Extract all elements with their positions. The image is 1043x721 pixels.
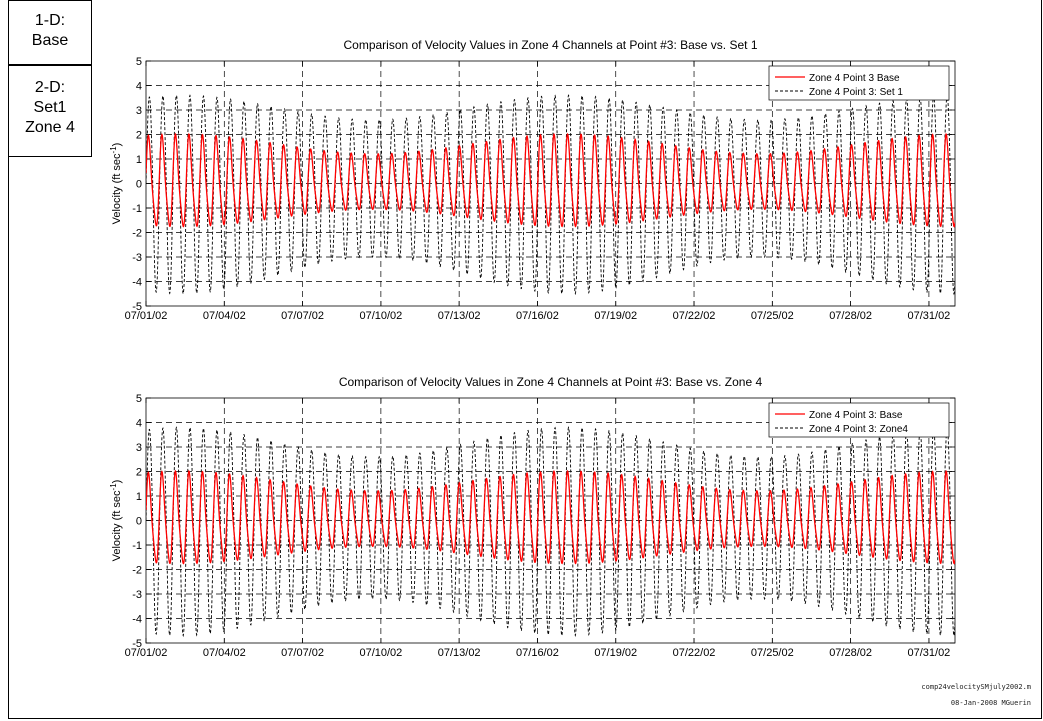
- x-tick-label: 07/28/02: [829, 310, 872, 322]
- y-tick-label: -5: [132, 638, 142, 650]
- x-tick-label: 07/25/02: [751, 310, 794, 322]
- series-line-0: [146, 132, 955, 228]
- y-tick-label: 0: [136, 179, 142, 191]
- series-line-1: [146, 426, 955, 638]
- y-tick-label: -1: [132, 540, 142, 552]
- legend-label: Zone 4 Point 3: Set 1: [809, 87, 903, 98]
- footer-date: 08-Jan-2008 MGuerin: [950, 699, 1031, 707]
- y-axis-label: Velocity (ft sec-1): [109, 480, 124, 562]
- y-tick-label: 4: [136, 418, 142, 430]
- y-tick-label: 3: [136, 442, 142, 454]
- x-tick-label: 07/16/02: [516, 310, 559, 322]
- x-tick-label: 07/01/02: [125, 310, 168, 322]
- label-box-base: 1-D: Base: [8, 0, 92, 65]
- y-tick-label: -1: [132, 203, 142, 215]
- y-tick-label: 5: [136, 56, 142, 68]
- label-box-set1-zone4: 2-D: Set1 Zone 4: [8, 65, 92, 157]
- y-tick-label: -2: [132, 565, 142, 577]
- y-tick-label: -4: [132, 614, 142, 626]
- x-tick-label: 07/22/02: [673, 310, 716, 322]
- legend-label: Zone 4 Point 3 Base: [809, 73, 900, 84]
- x-tick-label: 07/07/02: [281, 310, 324, 322]
- x-tick-label: 07/13/02: [438, 647, 481, 659]
- y-tick-label: -4: [132, 277, 142, 289]
- x-tick-label: 07/04/02: [203, 310, 246, 322]
- x-tick-label: 07/31/02: [907, 310, 950, 322]
- series-line-0: [146, 469, 955, 565]
- y-tick-label: 0: [136, 516, 142, 528]
- y-tick-label: 5: [136, 393, 142, 405]
- box-line: Set1: [33, 99, 67, 116]
- x-tick-label: 07/22/02: [673, 647, 716, 659]
- chart-title: Comparison of Velocity Values in Zone 4 …: [343, 38, 757, 52]
- chart-title: Comparison of Velocity Values in Zone 4 …: [339, 375, 763, 389]
- legend-label: Zone 4 Point 3: Base: [809, 410, 903, 421]
- y-tick-label: -2: [132, 228, 142, 240]
- footer-filename: comp24velocitySMjuly2002.m: [921, 683, 1031, 691]
- y-tick-label: -5: [132, 301, 142, 313]
- box-line: 2-D:: [34, 79, 66, 96]
- x-tick-label: 07/19/02: [594, 310, 637, 322]
- y-tick-label: 2: [136, 130, 142, 142]
- y-axis-label: Velocity (ft sec-1): [109, 143, 124, 225]
- x-tick-label: 07/10/02: [359, 647, 402, 659]
- y-tick-label: 1: [136, 491, 142, 503]
- x-tick-label: 07/19/02: [594, 647, 637, 659]
- y-tick-label: 2: [136, 467, 142, 479]
- x-tick-label: 07/01/02: [125, 647, 168, 659]
- y-tick-label: -3: [132, 589, 142, 601]
- x-tick-label: 07/04/02: [203, 647, 246, 659]
- y-tick-label: 4: [136, 81, 142, 93]
- y-tick-label: 1: [136, 154, 142, 166]
- box-line: Base: [31, 32, 69, 49]
- figure-frame: [8, 0, 1042, 719]
- x-tick-label: 07/25/02: [751, 647, 794, 659]
- x-tick-label: 07/10/02: [359, 310, 402, 322]
- x-tick-label: 07/31/02: [907, 647, 950, 659]
- series-line-1: [146, 94, 955, 296]
- box-line: Zone 4: [25, 119, 75, 136]
- box-line: 1-D:: [34, 12, 66, 29]
- y-tick-label: -3: [132, 252, 142, 264]
- legend-box: [768, 65, 950, 101]
- x-tick-label: 07/07/02: [281, 647, 324, 659]
- x-tick-label: 07/13/02: [438, 310, 481, 322]
- x-tick-label: 07/16/02: [516, 647, 559, 659]
- legend-box: [768, 402, 950, 438]
- x-tick-label: 07/28/02: [829, 647, 872, 659]
- y-tick-label: 3: [136, 105, 142, 117]
- legend-label: Zone 4 Point 3: Zone4: [809, 424, 908, 435]
